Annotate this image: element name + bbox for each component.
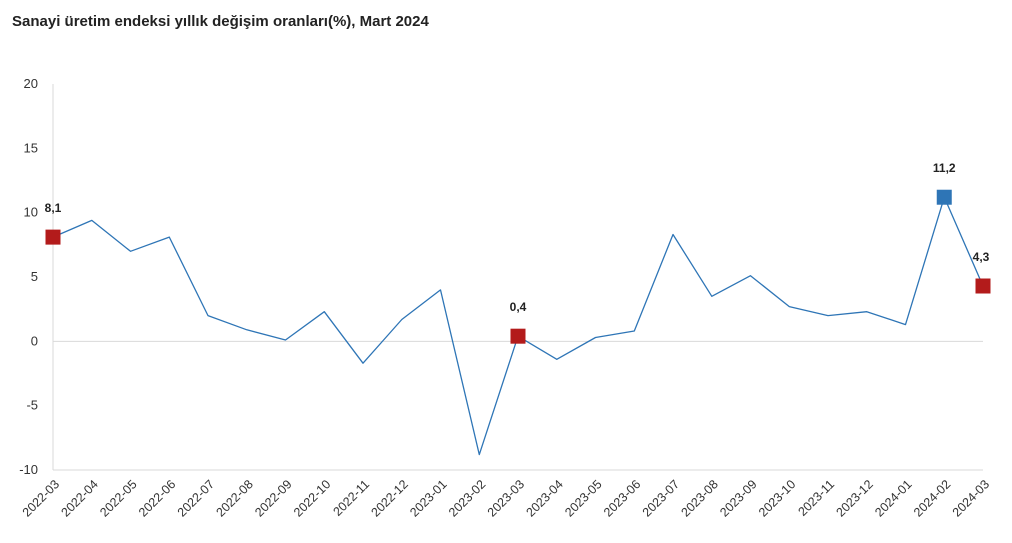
x-tick-label: 2022-11: [330, 477, 372, 519]
data-labels: 8,1 0,4 11,2 4,3: [45, 161, 990, 314]
x-tick-label: 2024-03: [950, 477, 992, 519]
x-tick-label: 2023-01: [407, 477, 449, 519]
x-tick-label: 2024-02: [911, 477, 953, 519]
highlight-markers: [45, 189, 991, 344]
highlight-marker: [45, 229, 61, 245]
x-tick-label: 2022-12: [369, 477, 411, 519]
y-tick-label: 5: [31, 269, 38, 284]
x-tick-label: 2023-03: [485, 477, 527, 519]
x-tick-label: 2023-04: [524, 477, 566, 519]
series-line: [52, 196, 984, 456]
data-label: 0,4: [510, 300, 527, 314]
x-tick-label: 2023-05: [562, 477, 604, 519]
x-tick-label: 2023-10: [756, 477, 798, 519]
y-axis-ticks: -10 -5 0 5 10 15 20: [19, 76, 38, 477]
x-tick-label: 2022-03: [20, 477, 62, 519]
series-layer: [52, 196, 984, 456]
x-tick-label: 2023-12: [834, 477, 876, 519]
y-tick-label: 15: [24, 140, 38, 155]
x-tick-label: 2023-09: [717, 477, 759, 519]
x-tick-label: 2022-04: [59, 477, 101, 519]
x-tick-label: 2023-02: [446, 477, 488, 519]
x-tick-label: 2024-01: [872, 477, 914, 519]
x-tick-label: 2023-08: [679, 477, 721, 519]
data-label: 8,1: [45, 201, 62, 215]
x-tick-label: 2023-07: [640, 477, 682, 519]
x-tick-label: 2022-07: [175, 477, 217, 519]
x-tick-label: 2022-08: [214, 477, 256, 519]
chart-title: Sanayi üretim endeksi yıllık değişim ora…: [12, 13, 429, 30]
y-tick-label: -10: [19, 462, 38, 477]
highlight-marker: [975, 278, 991, 294]
axes: [52, 84, 983, 471]
x-tick-label: 2023-11: [795, 477, 837, 519]
y-tick-label: 0: [31, 333, 38, 348]
x-tick-label: 2022-10: [291, 477, 333, 519]
y-tick-label: 20: [24, 76, 38, 91]
x-tick-label: 2022-05: [97, 477, 139, 519]
y-tick-label: -5: [26, 398, 38, 413]
x-tick-label: 2023-06: [601, 477, 643, 519]
highlight-marker: [936, 189, 952, 205]
data-label: 11,2: [933, 161, 956, 175]
x-tick-label: 2022-09: [252, 477, 294, 519]
highlight-marker: [510, 328, 526, 344]
data-label: 4,3: [973, 250, 990, 264]
x-axis-ticks: 2022-032022-042022-052022-062022-072022-…: [20, 477, 992, 519]
x-tick-label: 2022-06: [136, 477, 178, 519]
y-tick-label: 10: [24, 205, 38, 220]
